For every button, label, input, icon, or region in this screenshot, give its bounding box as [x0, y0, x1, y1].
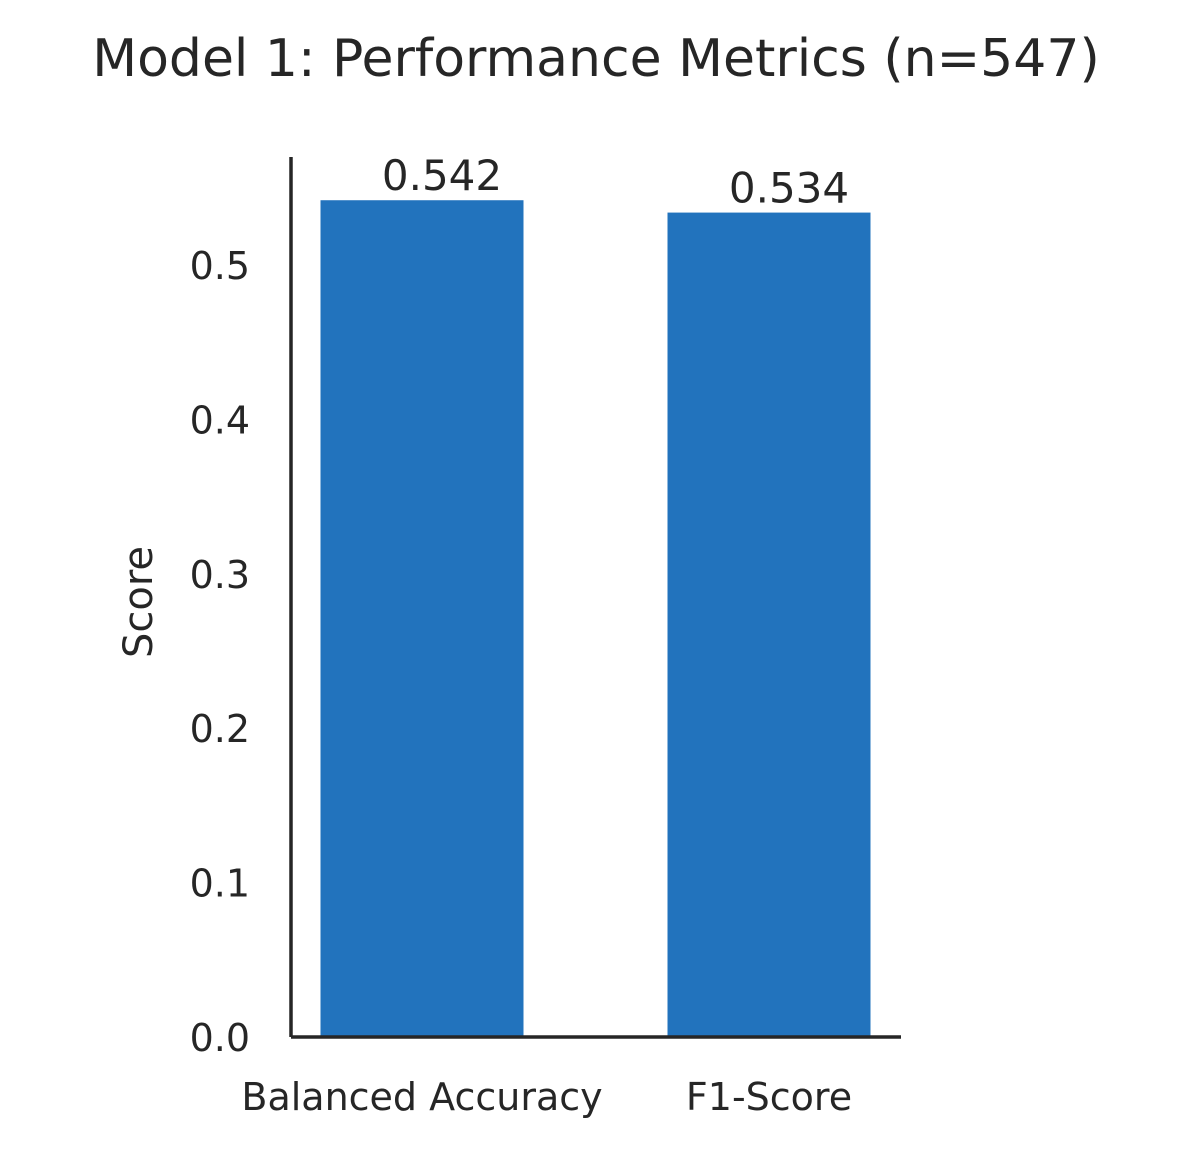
y-tick-label: 0.5: [190, 244, 250, 288]
bars: [320, 200, 871, 1037]
y-tick-label: 0.1: [190, 862, 250, 906]
bar-value-label: 0.534: [729, 164, 849, 213]
y-tick-label: 0.2: [190, 707, 250, 751]
y-tick-label: 0.3: [190, 553, 250, 597]
y-tick-label: 0.4: [190, 398, 250, 442]
bar: [320, 200, 524, 1037]
chart-title: Model 1: Performance Metrics (n=547): [92, 29, 1099, 89]
y-axis-label: Score: [116, 546, 162, 658]
y-tick-label: 0.0: [190, 1016, 250, 1060]
x-tick-label: Balanced Accuracy: [241, 1075, 602, 1119]
x-axis-ticks: Balanced Accuracy F1-Score: [241, 1075, 852, 1119]
bar-value-label: 0.542: [382, 151, 502, 200]
x-tick-label: F1-Score: [686, 1075, 852, 1119]
bar: [667, 212, 871, 1037]
y-axis-ticks: 0.0 0.1 0.2 0.3 0.4 0.5: [190, 244, 250, 1060]
bar-value-labels: 0.542 0.534: [382, 151, 849, 212]
